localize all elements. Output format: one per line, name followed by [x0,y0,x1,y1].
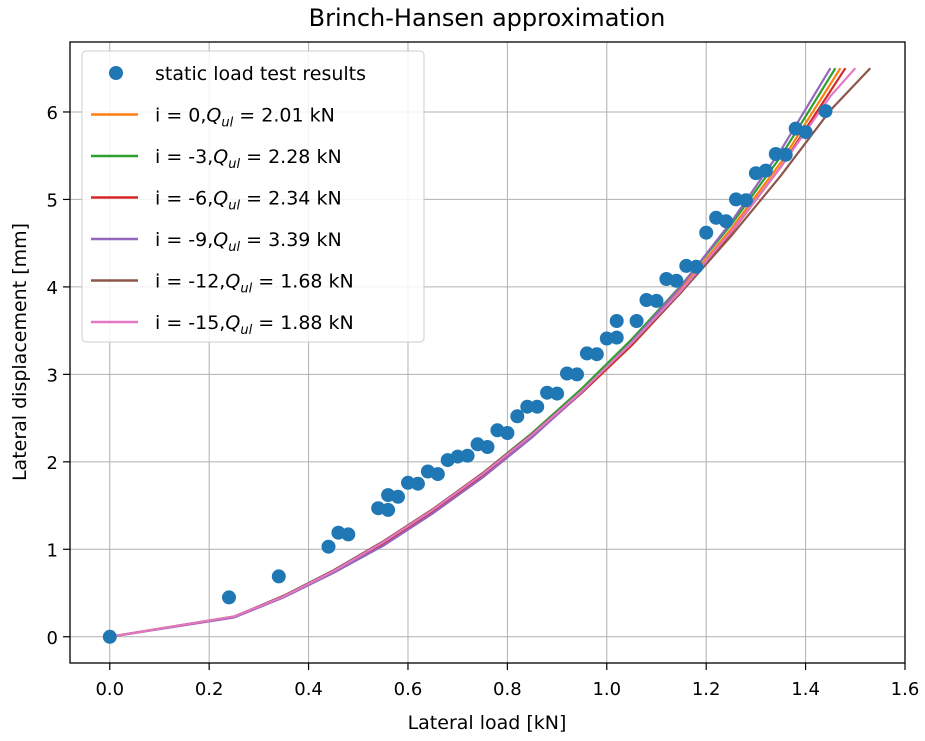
data-point [778,147,793,162]
data-point [550,386,565,401]
scatter-points [102,104,833,644]
legend-box [81,50,425,343]
legend-label: i = -3,Qul = 2.28 kN [155,146,342,172]
data-point [758,163,773,178]
x-tick-label: 0.0 [95,679,124,700]
data-point [391,489,405,504]
data-point [321,539,336,554]
x-tick-label: 1.0 [592,679,621,700]
y-axis-ticks: 0 1 2 3 4 5 6 [47,103,70,649]
data-point [500,426,515,440]
x-tick-label: 0.2 [195,679,224,700]
series-line-5 [109,67,857,638]
legend-entry-3: i = -9,Qul = 3.39 kN [91,229,342,255]
data-point [729,192,743,207]
data-point [560,366,574,381]
legend: static load test results i = 0,Qul = 2.01… [81,50,425,343]
data-point [639,293,654,307]
data-point [649,293,664,308]
data-point [589,347,604,362]
x-axis-label: Lateral load [kN] [408,712,567,734]
data-point [341,527,356,542]
data-point [699,225,714,240]
data-point [530,399,545,414]
legend-entry-0: i = 0,Qul = 2.01 kN [91,105,335,131]
data-point [818,104,833,119]
x-axis-ticks: 0.0 0.2 0.4 0.6 0.8 1.0 1.2 1.4 1.6 [95,663,919,700]
legend-label: i = -12,Qul = 1.68 kN [155,271,354,297]
y-tick-label: 1 [47,540,58,561]
data-point [222,590,236,605]
legend-entry-2: i = -6,Qul = 2.34 kN [91,188,342,214]
data-point [410,476,425,491]
y-tick-label: 0 [47,628,58,649]
data-point [102,629,117,644]
x-tick-label: 0.6 [394,679,423,700]
y-tick-label: 5 [47,190,58,211]
y-tick-label: 6 [47,103,58,124]
data-point [540,385,555,400]
data-point [609,314,624,328]
legend-label: static load test results [155,63,366,85]
data-point [669,273,684,288]
data-point [430,467,445,482]
y-tick-label: 3 [47,365,58,386]
data-point [271,569,286,584]
data-point [719,214,734,229]
x-tick-label: 0.4 [294,679,323,700]
legend-label: i = -9,Qul = 3.39 kN [155,229,342,255]
y-tick-label: 2 [47,453,58,474]
legend-marker [109,66,123,80]
data-point [570,367,584,382]
data-point [460,448,475,463]
data-point [798,125,813,140]
data-point [739,193,753,208]
x-tick-label: 1.4 [791,679,820,700]
data-point [609,330,624,345]
x-tick-label: 1.2 [692,679,721,700]
chart-title: Brinch-Hansen approximation [309,4,666,32]
legend-entry-5: i = -15,Qul = 1.88 kN [91,312,354,338]
x-tick-label: 1.6 [891,679,920,700]
legend-label: i = -6,Qul = 2.34 kN [155,188,342,214]
data-point [381,502,396,517]
legend-label: i = 0,Qul = 2.01 kN [155,105,335,131]
data-point [480,440,495,454]
data-point [689,259,704,274]
legend-entry-4: i = -12,Qul = 1.68 kN [91,271,354,297]
plot-frame [69,41,906,664]
legend-entry-scatter: static load test results [109,63,366,85]
series-lines [109,67,871,638]
legend-entry-1: i = -3,Qul = 2.28 kN [91,146,342,172]
y-tick-label: 4 [47,278,58,299]
legend-label: i = -15,Qul = 1.88 kN [155,312,354,338]
data-point [520,399,535,414]
data-point [510,409,525,424]
data-point [629,314,644,328]
x-tick-label: 0.8 [493,679,522,700]
y-axis-label: Lateral displacement [mm] [9,223,31,481]
